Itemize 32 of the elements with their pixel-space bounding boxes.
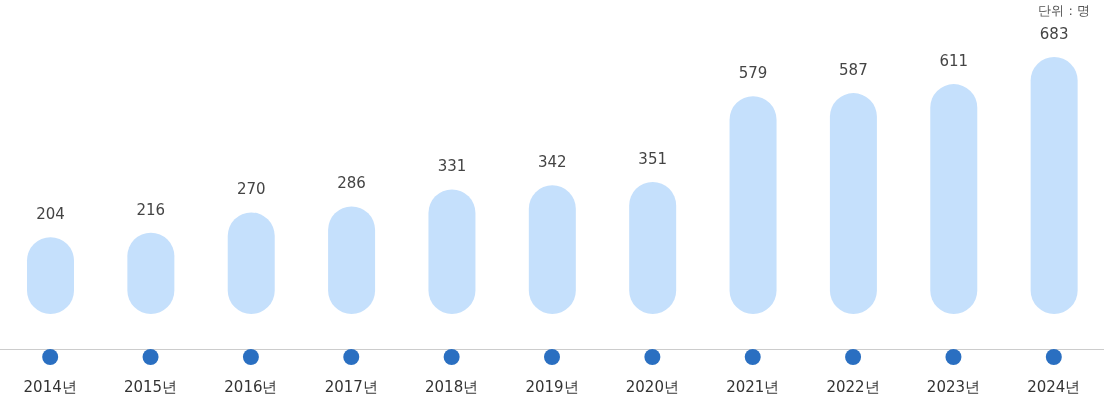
x-tick-label: 2023년	[926, 378, 981, 396]
x-tick-label: 2024년	[1027, 378, 1081, 396]
data-label: 204	[36, 205, 65, 224]
x-tick-label: 2014년	[23, 378, 77, 396]
data-label: 683	[1039, 25, 1069, 43]
x-tick-label: 2017년	[324, 378, 378, 396]
data-label: 342	[538, 153, 567, 172]
x-tick-label: 2020년	[625, 378, 679, 396]
data-label: 331	[437, 157, 467, 176]
bar	[930, 84, 978, 314]
x-tick-label: 2021년	[726, 378, 780, 396]
data-label: 587	[839, 61, 868, 80]
bar	[1030, 57, 1078, 314]
bar	[328, 206, 376, 314]
data-label: 579	[738, 64, 768, 83]
bar	[829, 93, 877, 314]
data-label: 286	[337, 174, 366, 193]
bar	[227, 212, 275, 314]
x-tick-label: 2018년	[425, 378, 479, 396]
bar	[428, 189, 476, 314]
bar	[528, 185, 576, 314]
x-tick-label: 2019년	[525, 378, 579, 396]
bar	[729, 96, 777, 314]
text: 단위 : 명	[1038, 2, 1090, 20]
data-label: 270	[236, 180, 266, 199]
x-tick-label: 2016년	[224, 378, 278, 396]
data-label: 351	[638, 149, 667, 168]
x-tick-label: 2022년	[826, 378, 880, 396]
bar	[629, 181, 677, 314]
data-label: 611	[939, 52, 969, 71]
data-label: 216	[136, 200, 166, 219]
x-tick-label: 2015년	[123, 378, 178, 396]
